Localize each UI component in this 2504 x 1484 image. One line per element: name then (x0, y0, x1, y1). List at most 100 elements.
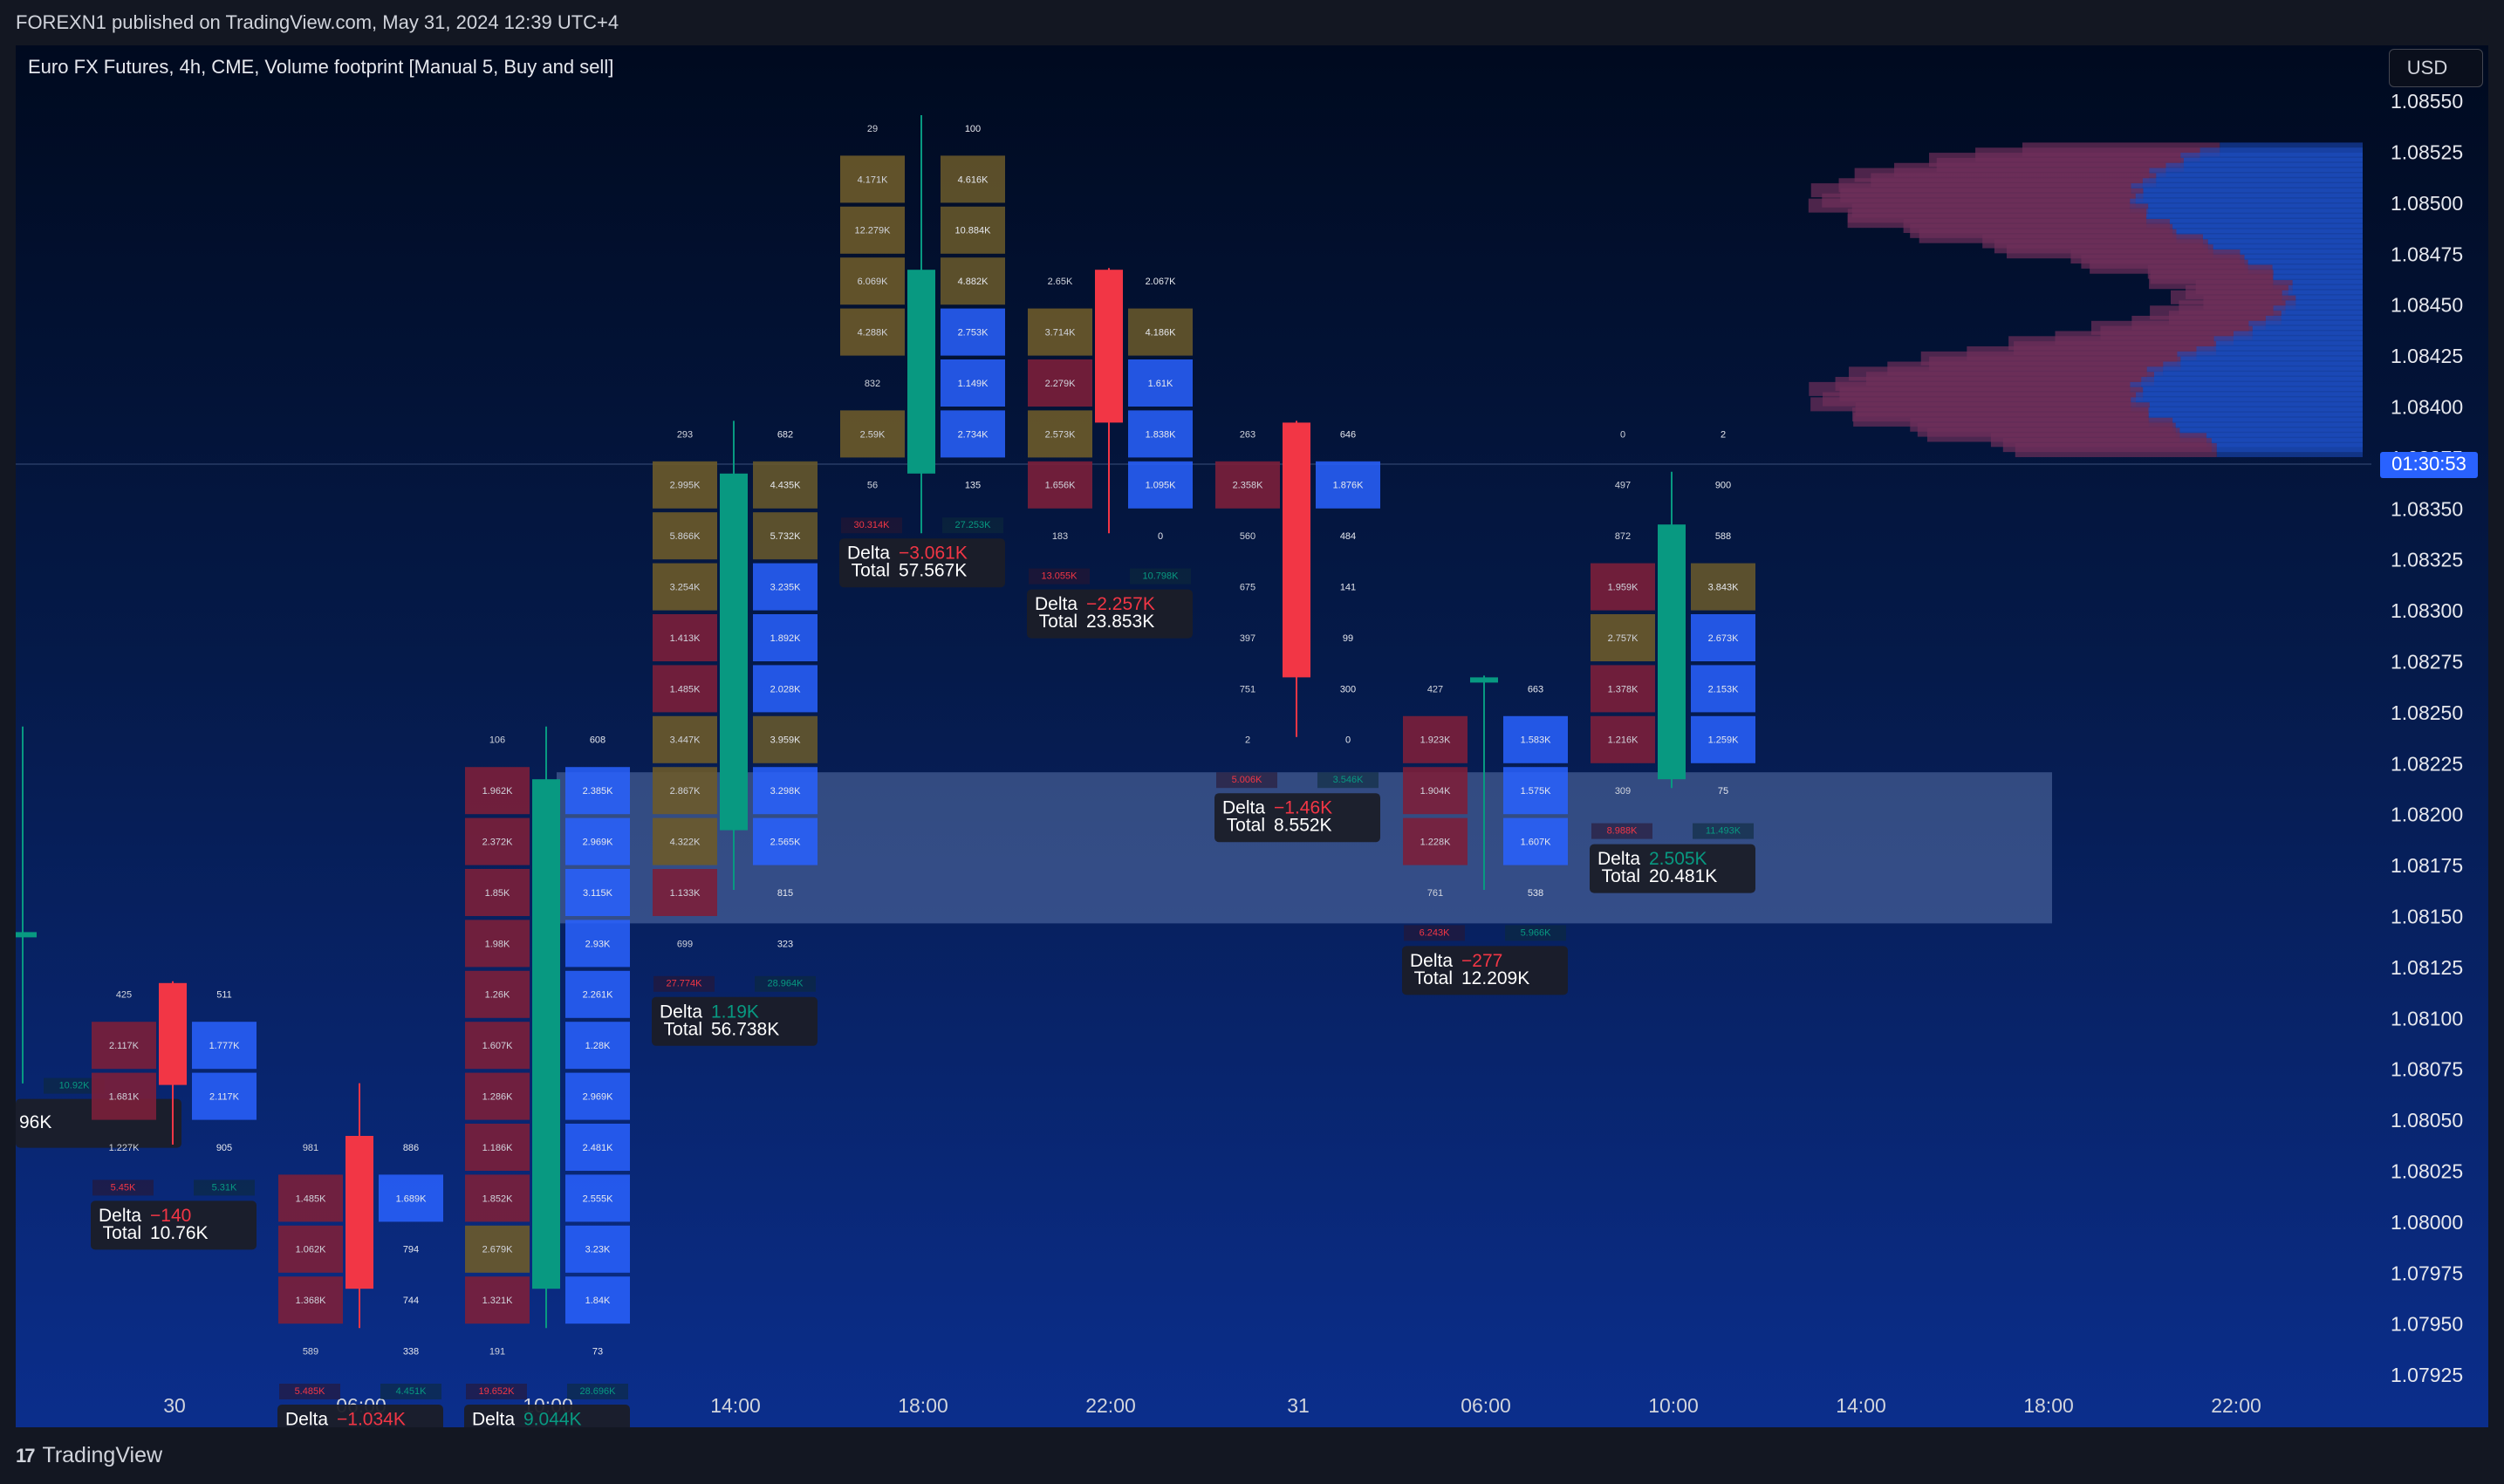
footprint-sell-cell (840, 308, 905, 356)
footprint-sell-value: 751 (1240, 684, 1255, 694)
price-tick-label: 1.07925 (2391, 1364, 2463, 1386)
footprint-sell-cell (1403, 817, 1468, 865)
footprint-sell-value: 2.679K (482, 1245, 514, 1255)
delta-value: −2.257K (1086, 594, 1155, 614)
footprint-sell-cell (465, 920, 530, 968)
time-axis-label: 10:00 (1648, 1394, 1699, 1417)
footprint-buy-value: 2.969K (583, 838, 614, 848)
delta-total-box (1402, 946, 1568, 995)
footprint-sell-value: 1.368K (296, 1296, 327, 1306)
delta-total-box (277, 1405, 443, 1427)
footprint-buy-cell (1503, 817, 1568, 865)
total-label: Total (852, 561, 890, 581)
price-tick-label: 1.08125 (2391, 956, 2463, 979)
sell-total-box (1216, 772, 1277, 789)
footprint-sell-cell (1028, 308, 1092, 356)
delta-label: Delta (1222, 798, 1265, 818)
footprint-sell-value: 1.904K (1420, 786, 1452, 797)
footprint-sell-value: 1.656K (1045, 481, 1077, 491)
footprint-buy-value: 2.067K (1146, 277, 1177, 287)
sell-total-box (1404, 925, 1465, 941)
sell-total-box (1591, 823, 1652, 839)
footprint-buy-cell (1503, 767, 1568, 815)
buy-total-value: 28.696K (580, 1386, 617, 1397)
footprint-sell-value: 1.962K (482, 786, 514, 797)
price-tick-label: 1.08400 (2391, 395, 2463, 418)
footprint-sell-value: 2.757K (1608, 633, 1639, 644)
sell-total-value: 30.314K (854, 520, 891, 530)
delta-value: −277 (1461, 951, 1502, 971)
footprint-buy-value: 886 (403, 1143, 419, 1153)
price-tick-label: 1.08450 (2391, 294, 2463, 317)
footprint-sell-value: 309 (1615, 786, 1631, 797)
total-value: 12.209K (1461, 968, 1529, 988)
buy-total-value: 10.798K (1143, 571, 1180, 582)
footprint-sell-cell (1403, 767, 1468, 815)
footprint-sell-cell (465, 1022, 530, 1070)
tradingview-logo[interactable]: 17 TradingView (16, 1443, 162, 1468)
footprint-buy-cell (1128, 410, 1193, 458)
footprint-buy-value: 3.23K (585, 1245, 611, 1255)
footprint-sell-value: 293 (677, 429, 693, 440)
footprint-sell-value: 872 (1615, 531, 1631, 542)
footprint-buy-cell (1128, 461, 1193, 509)
footprint-sell-cell (653, 817, 717, 865)
delta-label: Delta (285, 1410, 328, 1427)
footprint-sell-value: 1.286K (482, 1092, 514, 1103)
candle-body-bearish (159, 982, 187, 1085)
total-label: Total (1414, 968, 1453, 988)
footprint-buy-value: 300 (1340, 684, 1356, 694)
footprint-sell-value: 263 (1240, 429, 1255, 440)
footprint-sell-value: 56 (867, 481, 878, 491)
footprint-buy-value: 2.153K (1708, 684, 1740, 694)
footprint-chart[interactable]: 1.08550 1.08525 1.08500 1.08475 1.08450 1.084… (16, 45, 2488, 1427)
buy-total-box (1317, 772, 1379, 789)
footprint-buy-value: 2.565K (770, 838, 802, 848)
footprint-sell-value: 2.372K (482, 838, 514, 848)
sell-total-box (466, 1384, 527, 1399)
price-tick-label: 1.08475 (2391, 243, 2463, 265)
footprint-sell-value: 2.59K (860, 429, 886, 440)
footprint-buy-cell (1691, 614, 1755, 661)
footprint-buy-cell (1316, 461, 1380, 509)
footprint-buy-value: 682 (777, 429, 793, 440)
footprint-sell-value: 1.485K (296, 1193, 327, 1204)
footprint-sell-cell (1591, 715, 1655, 763)
price-tick-label: 1.07975 (2391, 1262, 2463, 1284)
footprint-sell-value: 1.85K (485, 888, 510, 899)
total-value: 96K (19, 1112, 51, 1132)
footer: 17 TradingView (0, 1427, 2504, 1484)
price-tick-label: 1.08225 (2391, 752, 2463, 775)
footprint-buy-value: 794 (403, 1245, 419, 1255)
buy-total-box (1130, 568, 1191, 585)
buy-total-box (44, 1077, 105, 1094)
buy-total-box (755, 975, 816, 992)
total-label: Total (664, 1019, 702, 1039)
footprint-buy-value: 5.732K (770, 531, 802, 542)
footprint-sell-value: 675 (1240, 583, 1255, 593)
buy-total-box (567, 1384, 628, 1399)
tradingview-logo-text: TradingView (42, 1443, 163, 1467)
candle-body-bullish (16, 932, 37, 938)
footprint-buy-value: 0 (1345, 735, 1351, 746)
footprint-buy-cell (1691, 665, 1755, 713)
price-tick-label: 1.08150 (2391, 905, 2463, 927)
footprint-sell-value: 1.959K (1608, 583, 1639, 593)
footprint-buy-value: 3.235K (770, 583, 802, 593)
footprint-sell-value: 1.485K (670, 684, 701, 694)
candle-body-bullish (907, 270, 935, 474)
footprint-buy-value: 141 (1340, 583, 1356, 593)
footprint-buy-value: 73 (592, 1347, 603, 1357)
footprint-sell-value: 1.681K (109, 1092, 140, 1103)
currency-selector-button[interactable]: USD (2389, 49, 2483, 87)
buy-total-box (942, 517, 1003, 534)
price-badge (2380, 452, 2478, 478)
footprint-buy-value: 1.61K (1148, 379, 1173, 389)
footprint-sell-cell (840, 257, 905, 305)
candle-body-bullish (1470, 677, 1498, 683)
chart-area[interactable]: 1.08550 1.08525 1.08500 1.08475 1.08450 1.084… (16, 45, 2488, 1427)
total-value: 20.481K (1649, 866, 1717, 886)
footprint-sell-cell (1403, 715, 1468, 763)
price-tick-label: 1.08025 (2391, 1159, 2463, 1182)
delta-label: Delta (99, 1206, 141, 1226)
